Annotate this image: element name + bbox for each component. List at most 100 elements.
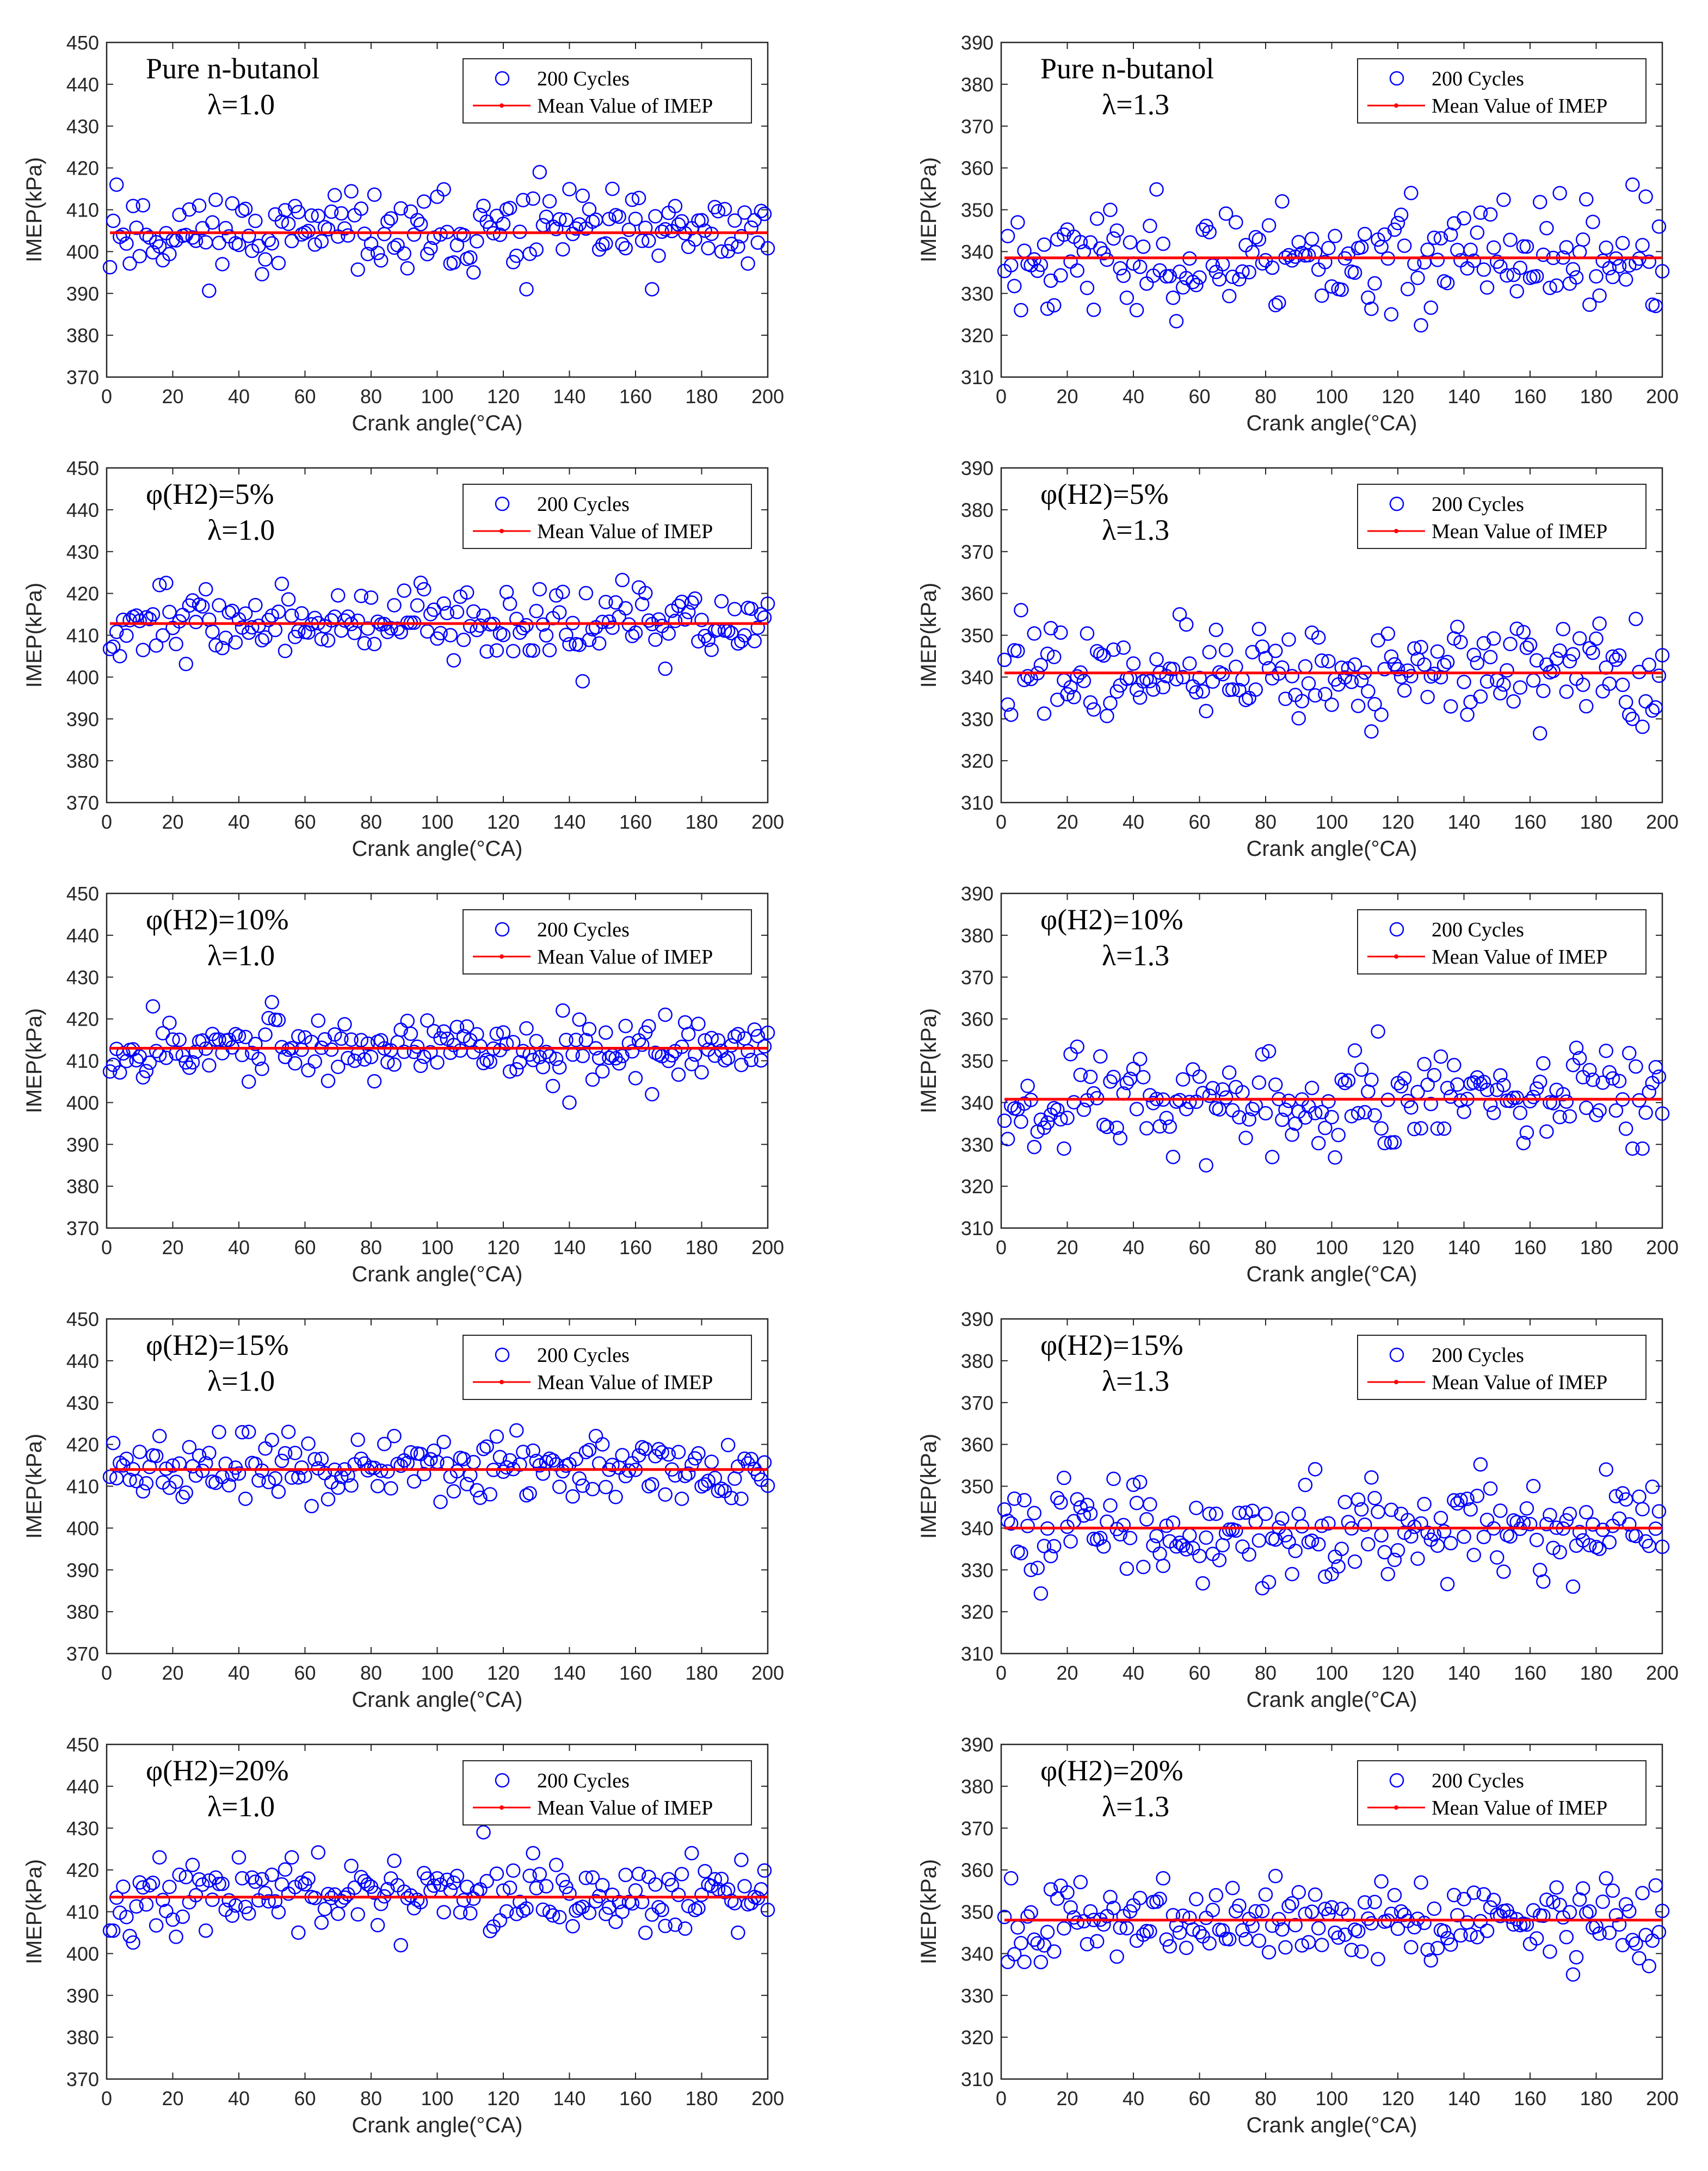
data-point (1341, 1073, 1356, 1088)
data-point (489, 1866, 504, 1881)
x-tick-label: 180 (685, 385, 718, 408)
data-point (354, 589, 369, 603)
data-point (1172, 607, 1187, 622)
data-point (1443, 1089, 1458, 1104)
y-tick-label: 390 (961, 32, 994, 54)
data-point (433, 1494, 448, 1509)
legend-label-scatter: 200 Cycles (1432, 1769, 1524, 1792)
data-point (1483, 207, 1498, 222)
legend-marker-scatter (495, 922, 510, 937)
data-point (1404, 1940, 1419, 1955)
data-point (1589, 1107, 1604, 1122)
data-point (1592, 1926, 1607, 1941)
data-point (1618, 272, 1633, 287)
data-point (526, 1846, 540, 1861)
x-tick-label: 40 (228, 385, 250, 408)
data-point (1447, 1888, 1462, 1903)
data-point (1093, 241, 1108, 256)
data-point (1453, 1492, 1468, 1508)
data-point (261, 613, 276, 627)
data-point (423, 1045, 438, 1060)
data-point (430, 1055, 445, 1070)
data-point (1632, 1951, 1647, 1966)
data-point (324, 204, 339, 219)
data-point (1116, 1518, 1131, 1533)
data-point (621, 223, 637, 237)
data-point (1318, 687, 1333, 702)
data-point (1420, 1525, 1435, 1540)
x-tick-label: 160 (619, 1662, 652, 1684)
data-point (416, 194, 431, 209)
x-tick-label: 180 (685, 811, 718, 833)
data-point (1331, 1127, 1346, 1143)
data-point (1169, 314, 1184, 329)
data-point (668, 613, 683, 628)
data-point (1248, 230, 1263, 245)
data-point (1470, 225, 1485, 240)
data-point (1575, 1881, 1590, 1896)
data-point (1311, 1921, 1326, 1935)
data-point (548, 1858, 564, 1872)
data-point (535, 1059, 551, 1075)
data-point (1308, 1887, 1323, 1902)
data-point (301, 1871, 316, 1886)
y-axis-title: IMEP(kPa) (22, 583, 46, 688)
data-point (320, 1492, 336, 1507)
data-point (1404, 186, 1419, 200)
data-point (542, 194, 557, 209)
data-point (212, 1032, 226, 1047)
data-point (1562, 654, 1577, 669)
data-point (245, 1870, 260, 1885)
data-point (1232, 272, 1247, 287)
data-point (1281, 632, 1296, 647)
data-point (212, 1424, 226, 1440)
data-point (1192, 1925, 1207, 1940)
data-point (1642, 1959, 1656, 1973)
data-point (1208, 622, 1224, 637)
data-point (628, 1071, 643, 1086)
data-point (1615, 677, 1630, 692)
y-tick-label: 370 (66, 792, 99, 814)
data-point (1513, 261, 1528, 275)
data-point (1565, 647, 1581, 662)
data-point (1374, 1121, 1389, 1136)
data-point (1404, 1100, 1419, 1115)
data-point (393, 1938, 408, 1953)
data-point (1430, 644, 1445, 659)
data-point (1053, 268, 1068, 283)
data-point (499, 1037, 514, 1051)
data-point (741, 256, 755, 271)
data-point (1315, 288, 1329, 303)
data-point (132, 1445, 147, 1459)
data-point (642, 1019, 656, 1034)
data-point (618, 1019, 633, 1033)
data-point (248, 213, 263, 229)
data-point (350, 262, 365, 277)
data-point (1063, 680, 1078, 695)
data-point (1100, 708, 1114, 724)
data-point (149, 1448, 164, 1464)
data-point (496, 1464, 511, 1479)
data-point (674, 1039, 689, 1054)
data-point (1443, 227, 1458, 242)
data-point (1618, 1897, 1633, 1912)
data-point (698, 1477, 712, 1492)
data-point (344, 184, 359, 199)
x-tick-label: 120 (487, 385, 520, 408)
data-point (1414, 639, 1428, 655)
data-point (1275, 194, 1290, 209)
y-tick-label: 440 (66, 924, 99, 947)
data-point (311, 208, 326, 224)
data-point (225, 1467, 240, 1482)
data-point (1618, 1121, 1633, 1136)
data-point (1245, 1102, 1260, 1117)
x-tick-label: 160 (1514, 385, 1546, 408)
data-point (1427, 1901, 1442, 1916)
x-tick-label: 0 (101, 385, 112, 408)
data-point (483, 1923, 497, 1939)
x-tick-label: 160 (619, 811, 652, 833)
data-point (1490, 254, 1504, 269)
chart-panel-8: 0 20 40 60 80 100 120 140 160 180 2003103203303403… (917, 1308, 1679, 1712)
